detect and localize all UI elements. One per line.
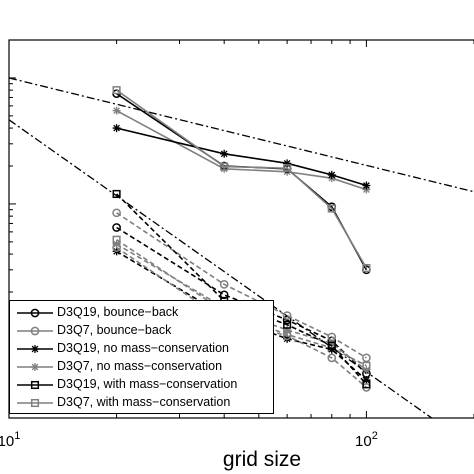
series-3 [112, 124, 371, 190]
legend-swatch [17, 308, 53, 318]
series-point [282, 311, 292, 320]
legend-swatch [17, 345, 53, 353]
legend-entry-2: D3Q7, bounce−back [10, 322, 273, 340]
x-tick-label-2: 102 [355, 430, 378, 450]
series-lines [112, 86, 371, 392]
series-line [116, 243, 367, 371]
series-line [116, 193, 368, 385]
extra-series-line [116, 246, 367, 388]
legend-entry-1: D3Q19, bounce−back [10, 304, 273, 322]
legend-label: D3Q19, no mass−conservation [57, 341, 229, 355]
reference-line-1 [9, 77, 474, 193]
legend-label: D3Q7, bounce−back [57, 323, 172, 337]
extra-series-point [362, 376, 371, 385]
extra-series-line [116, 239, 367, 367]
series-line [116, 93, 368, 271]
series-point [283, 320, 292, 329]
series-point [327, 204, 336, 213]
series-point [112, 86, 121, 95]
legend-swatch [17, 380, 53, 390]
legend-swatch-marker [31, 345, 39, 353]
extra-series-point [362, 185, 371, 194]
series-point [362, 380, 371, 389]
legend: D3Q19, bounce−back D3Q7, bounce−back D3Q19… [9, 300, 274, 414]
series-4 [112, 240, 371, 375]
series-point [327, 170, 336, 179]
series-2 [112, 208, 371, 363]
legend-swatch-marker [30, 326, 40, 336]
series-point [112, 208, 121, 218]
series-point [327, 341, 336, 350]
series-point [362, 181, 371, 190]
series-line [116, 89, 368, 269]
legend-swatch [17, 398, 53, 408]
series-point [220, 162, 229, 171]
series-point [219, 280, 229, 289]
series-point [362, 366, 371, 375]
series-point [112, 189, 121, 199]
extra-series-point [220, 164, 229, 173]
series-6 [112, 86, 371, 273]
extra-series-5 [112, 106, 371, 194]
legend-swatch-marker [31, 363, 39, 371]
legend-swatch [17, 363, 53, 371]
series-point [283, 164, 292, 173]
series-point [283, 159, 292, 168]
legend-swatch-marker [30, 398, 40, 408]
series-point [283, 325, 292, 334]
legend-swatch-marker [30, 380, 40, 390]
series-point [112, 240, 121, 249]
legend-entry-6: D3Q7, with mass−conservation [10, 394, 273, 412]
x-tick-label-1: 101 [0, 430, 20, 450]
extra-series-point [112, 106, 121, 115]
legend-label: D3Q7, with mass−conservation [57, 395, 231, 409]
extra-series-point [282, 315, 292, 325]
extra-series-point [219, 290, 229, 300]
series-point [362, 263, 371, 273]
plot-frame [8, 39, 474, 419]
axis-ticks: 101 102 [0, 39, 474, 450]
extra-series-point [112, 223, 121, 232]
legend-entry-4: D3Q7, no mass−conservation [10, 358, 273, 376]
x-axis-label: grid size [223, 448, 301, 471]
series-point [362, 353, 371, 363]
legend-label: D3Q19, with mass−conservation [57, 377, 238, 391]
series-point [112, 124, 121, 133]
legend-entry-3: D3Q19, no mass−conservation [10, 340, 273, 358]
reference-lines [9, 77, 474, 418]
legend-swatch-marker [30, 308, 40, 318]
extra-series-point [327, 353, 337, 363]
legend-swatch [17, 326, 53, 336]
reference-line-2 [9, 119, 433, 418]
legend-entry-5: D3Q19, with mass−conservation [10, 376, 273, 394]
legend-label: D3Q19, bounce−back [57, 305, 179, 319]
series-point [220, 149, 229, 158]
legend-label: D3Q7, no mass−conservation [57, 359, 223, 373]
series-point [327, 339, 336, 348]
